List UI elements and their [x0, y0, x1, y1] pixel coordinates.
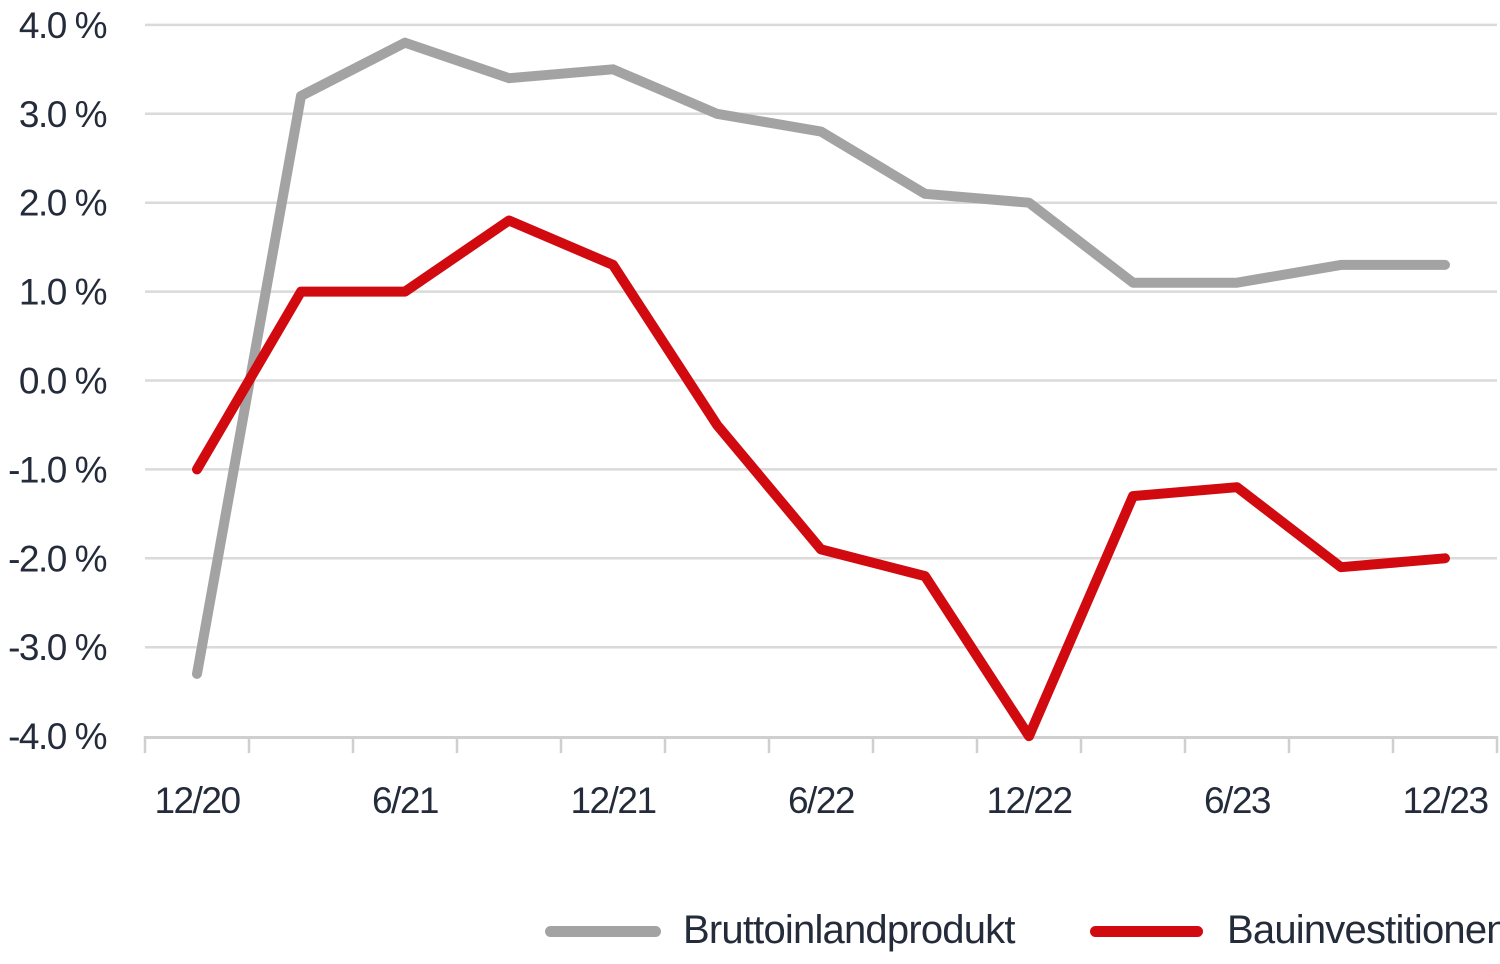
y-axis-labels: 4.0 % 3.0 % 2.0 % 1.0 % 0.0 % -1.0 % -2.0 % -3.…: [8, 5, 108, 757]
x-tick-label: 6/22: [788, 780, 854, 821]
y-tick-label: -4.0 %: [8, 716, 107, 757]
y-tick-label: 1.0 %: [19, 272, 107, 313]
y-tick-label: 0.0 %: [19, 360, 107, 401]
y-tick-label: -1.0 %: [8, 449, 107, 490]
y-tick-label: 4.0 %: [19, 5, 107, 46]
y-tick-label: -2.0 %: [8, 538, 107, 579]
x-tick-label: 12/20: [154, 780, 240, 821]
series-line-bruttoinlandprodukt: [192, 37, 1450, 679]
x-tick-label: 12/23: [1402, 780, 1487, 821]
series-lines: [192, 37, 1450, 742]
x-axis-labels: 12/20 6/21 12/21 6/22 12/22 6/23 12/23: [154, 780, 1489, 821]
x-tick-label: 6/21: [372, 780, 438, 821]
x-axis-ticks: [143, 736, 1499, 753]
series-line-bauinvestitionen: [192, 215, 1450, 742]
y-tick-label: 2.0 %: [19, 183, 107, 224]
y-tick-label: -3.0 %: [8, 627, 107, 668]
x-tick-label: 6/23: [1204, 780, 1270, 821]
y-tick-label: 3.0 %: [19, 94, 107, 135]
x-tick-label: 12/22: [986, 780, 1071, 821]
x-tick-label: 12/21: [570, 780, 655, 821]
